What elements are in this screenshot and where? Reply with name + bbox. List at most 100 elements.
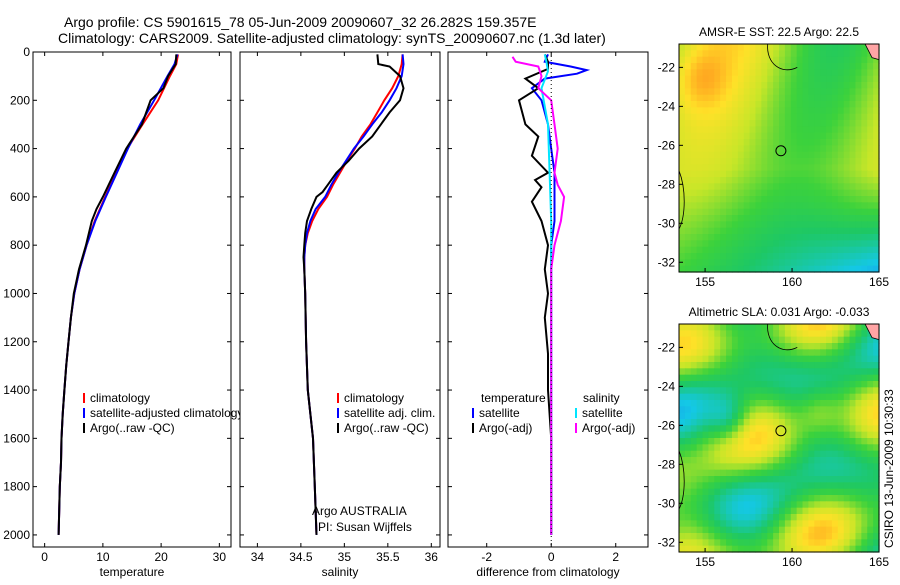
map-cell — [843, 495, 851, 502]
map-cell — [702, 158, 710, 165]
map-cell — [855, 164, 862, 172]
map-cell — [861, 50, 868, 58]
map-cell — [726, 69, 733, 77]
map-cell — [861, 495, 868, 502]
map-cell — [861, 526, 868, 534]
map-cell — [849, 145, 857, 153]
map-cell — [873, 381, 880, 388]
map-cell — [702, 343, 710, 350]
map-cell — [726, 469, 733, 477]
map-cell — [837, 139, 845, 146]
map-cell — [861, 362, 868, 369]
map-cell — [826, 520, 833, 528]
map-cell — [755, 63, 762, 70]
map-cell — [784, 234, 792, 241]
map-cell — [749, 208, 757, 216]
map-cell — [873, 545, 880, 553]
map-cell — [708, 362, 715, 369]
map-cell — [726, 463, 733, 471]
map-cell — [796, 101, 804, 108]
map-cell — [843, 349, 851, 357]
map-cell — [755, 507, 762, 515]
map-cell — [714, 393, 721, 401]
map-cell — [867, 170, 874, 178]
map-cell — [796, 164, 804, 172]
map-cell — [731, 450, 739, 458]
map-cell — [873, 355, 880, 363]
map-cell — [731, 419, 739, 426]
map-cell — [702, 120, 710, 127]
map-cell — [714, 330, 721, 338]
map-cell — [873, 539, 880, 547]
map-cell — [708, 240, 715, 248]
map-cell — [737, 50, 745, 58]
map-cell — [690, 431, 698, 439]
map-cell — [743, 374, 751, 382]
map-cell — [814, 406, 821, 414]
map-cell — [767, 202, 774, 210]
map-cell — [873, 444, 880, 452]
map-cell — [826, 482, 833, 490]
map-cell — [796, 444, 804, 452]
map-cell — [784, 501, 792, 509]
map-cell — [767, 145, 774, 153]
map-cell — [779, 139, 786, 146]
map-cell — [708, 507, 715, 515]
map-cell — [826, 545, 833, 553]
map-cell — [743, 520, 751, 528]
map-cell — [720, 183, 727, 191]
map-cell — [796, 539, 804, 547]
map-cell — [849, 208, 857, 216]
map-cell — [773, 438, 780, 445]
map-cell — [843, 457, 851, 464]
map-cell — [702, 94, 710, 102]
map-cell — [726, 412, 733, 420]
map-cell — [690, 349, 698, 357]
map-cell — [831, 431, 839, 439]
map-cell — [684, 196, 692, 203]
map-cell — [826, 145, 833, 153]
map-cell — [814, 94, 821, 102]
map-cell — [790, 343, 798, 350]
map-cell — [684, 393, 692, 401]
map-cell — [773, 240, 780, 248]
map-cell — [831, 196, 839, 203]
map-cell — [761, 393, 768, 401]
map-cell — [761, 450, 768, 458]
map-cell — [802, 476, 810, 483]
map-cell — [731, 170, 739, 178]
map-cell — [790, 387, 798, 395]
map-cell — [790, 63, 798, 70]
map-cell — [820, 189, 827, 197]
map-cell — [784, 94, 792, 102]
map-cell — [826, 107, 833, 115]
map-cell — [796, 368, 804, 376]
map-cell — [679, 145, 686, 153]
map-cell — [843, 189, 851, 197]
map-cell — [849, 234, 857, 241]
map-cell — [831, 132, 839, 140]
map-cell — [696, 431, 704, 439]
map-cell — [831, 75, 839, 83]
map-cell — [702, 164, 710, 172]
map-cell — [814, 265, 821, 273]
map-cell — [826, 330, 833, 338]
map-cell — [779, 189, 786, 197]
map-cell — [808, 69, 815, 77]
map-cell — [784, 69, 792, 77]
map-cell — [726, 362, 733, 369]
map-cell — [849, 539, 857, 547]
map-cell — [767, 88, 774, 96]
map-cell — [796, 56, 804, 64]
map-cell — [779, 520, 786, 528]
map-cell — [814, 362, 821, 369]
map-cell — [773, 246, 780, 254]
map-cell — [737, 139, 745, 146]
map-cell — [808, 208, 815, 216]
map-cell — [802, 514, 810, 521]
map-cell — [802, 164, 810, 172]
x-tick-label: 160 — [782, 555, 802, 569]
map-cell — [731, 355, 739, 363]
map-cell — [761, 349, 768, 357]
map-cell — [837, 63, 845, 70]
